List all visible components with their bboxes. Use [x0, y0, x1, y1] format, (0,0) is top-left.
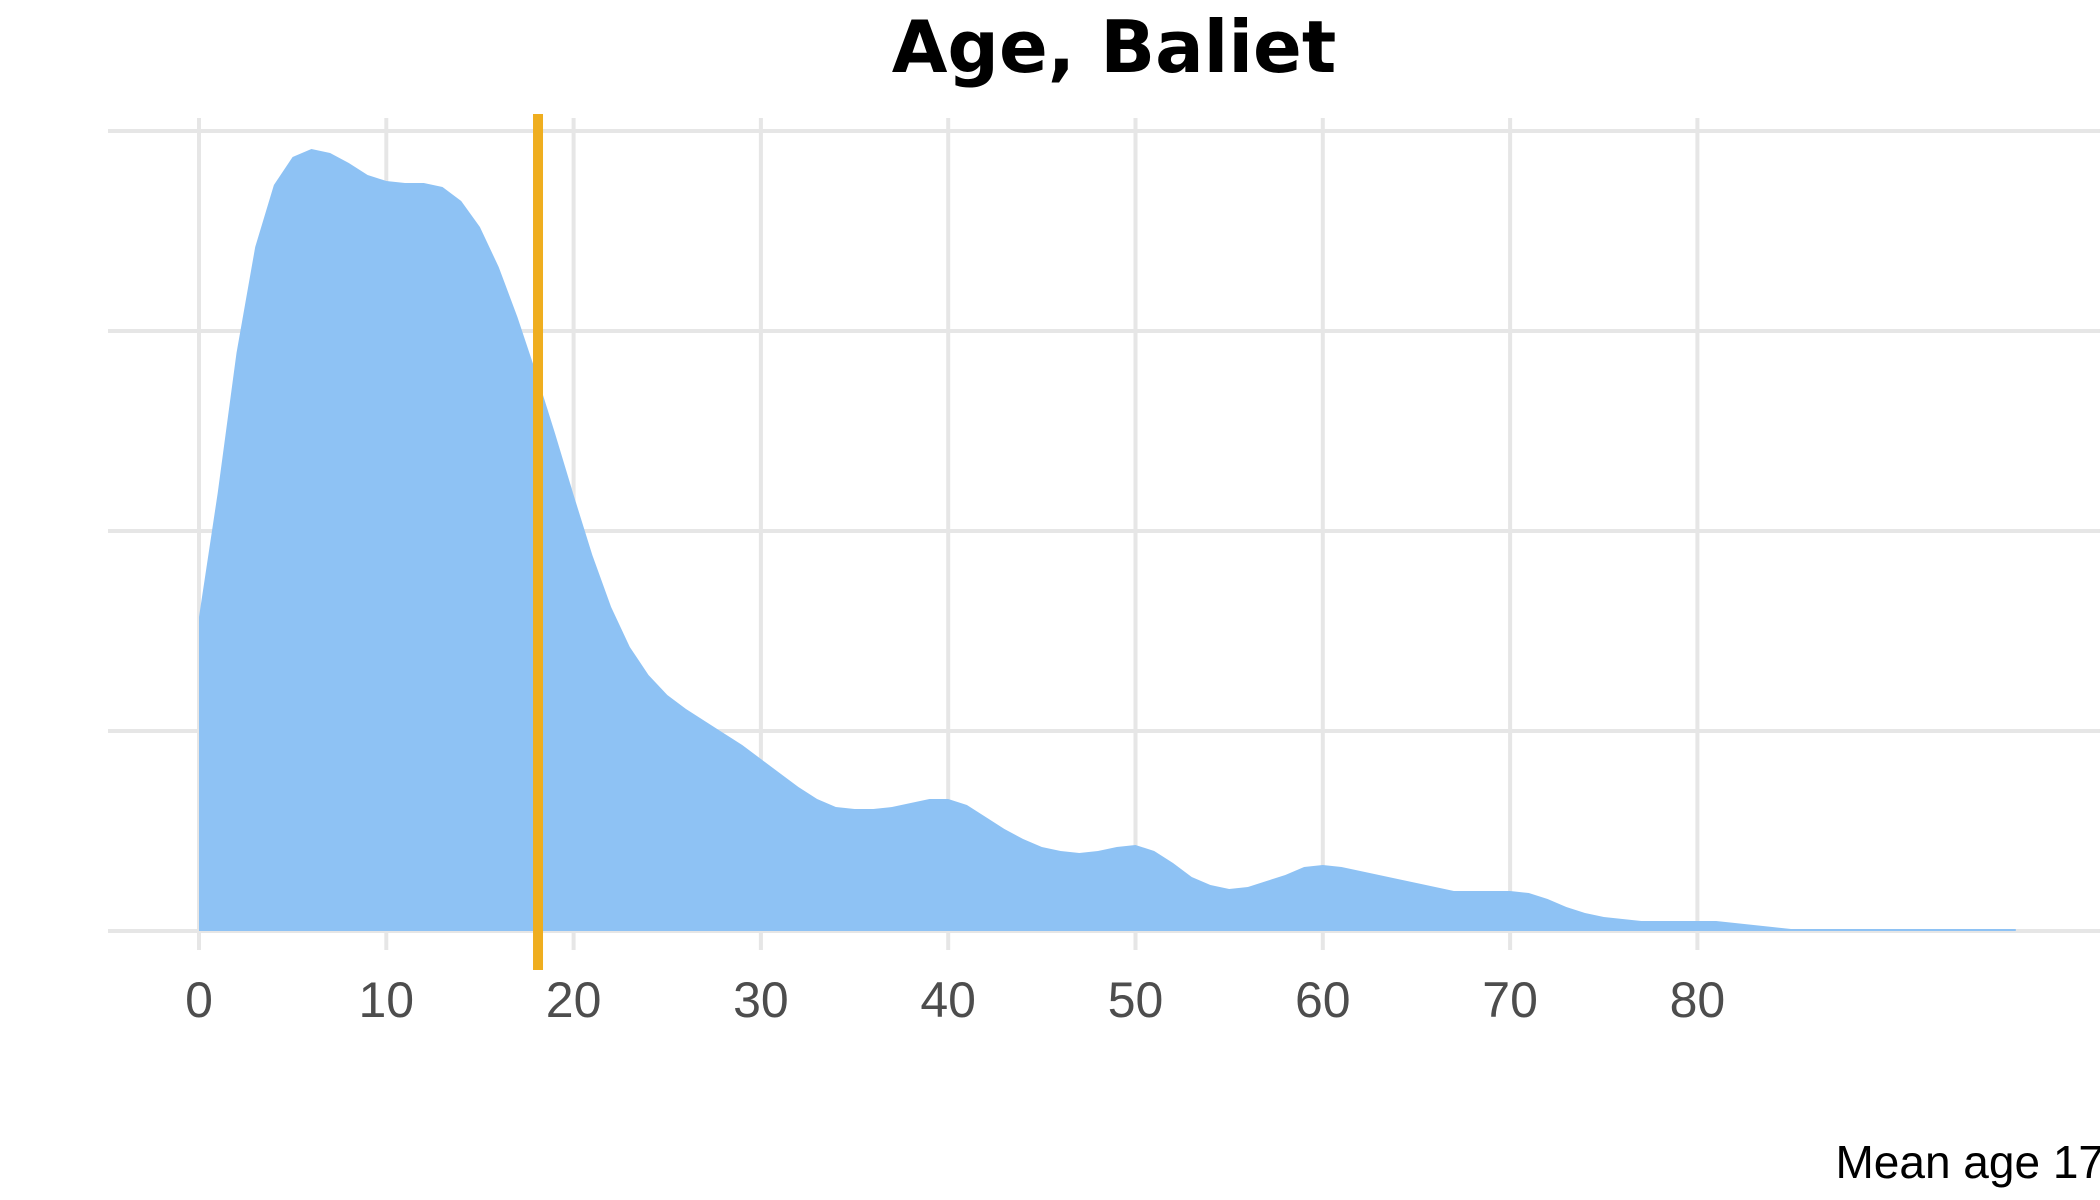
x-axis-tick-labels: 0 10 20 30 40 50 60 70 80	[185, 972, 1725, 1028]
density-area	[199, 149, 2016, 931]
x-tick-label-70: 70	[1482, 972, 1538, 1028]
x-tick-label-30: 30	[733, 972, 789, 1028]
x-tick-label-0: 0	[185, 972, 213, 1028]
x-tick-label-40: 40	[920, 972, 976, 1028]
mean-age-caption: Mean age 17	[1835, 1136, 2100, 1188]
x-tick-label-50: 50	[1108, 972, 1164, 1028]
x-tick-label-60: 60	[1295, 972, 1351, 1028]
x-tick-label-10: 10	[358, 972, 414, 1028]
x-tick-label-80: 80	[1670, 972, 1726, 1028]
x-tick-label-20: 20	[546, 972, 602, 1028]
chart-title: Age, Baliet	[892, 5, 1337, 89]
